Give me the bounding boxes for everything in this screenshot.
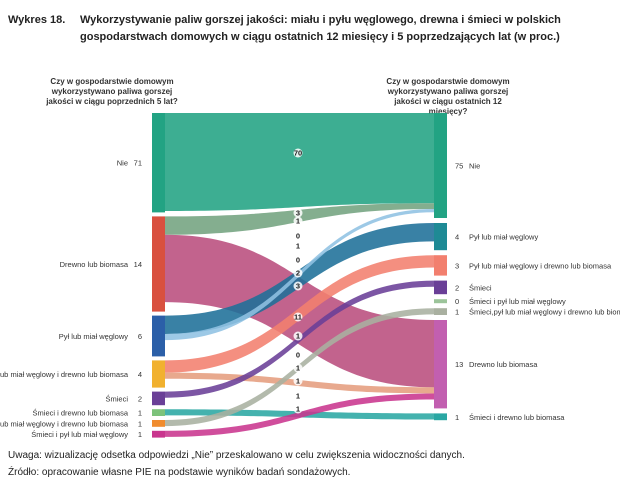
- sankey-chart: Czy w gospodarstwie domowym wykorzystywan…: [0, 77, 620, 439]
- left-value-pyl-lub-mial-weglowy-i-drewno-lub-biomasa: 4: [138, 370, 142, 379]
- left-node-pyl-lub-mial-weglowy-i-drewno-lub-biomasa: [152, 360, 165, 388]
- right-value-smieci-i-pyl-lub-mial-weglowy: 0: [455, 297, 459, 306]
- flow-label-12: 1: [296, 377, 300, 386]
- left-label-nie: Nie: [117, 159, 128, 168]
- flow-label-bg-10: [293, 350, 303, 360]
- right-value-nie: 75: [455, 162, 463, 171]
- flow-label-9: 1: [296, 332, 300, 341]
- flow-label-10: 0: [296, 351, 300, 360]
- left-node-smieci: [152, 391, 165, 406]
- flow-label-bg-2: [293, 216, 303, 226]
- flow-label-bg-8: [293, 312, 303, 322]
- flow-0: [165, 113, 434, 211]
- flow-label-5: 0: [296, 256, 300, 265]
- chart-source: Źródło: opracowanie własne PIE na podsta…: [8, 467, 351, 478]
- flow-label-bg-13: [293, 391, 303, 401]
- flow-label-bg-6: [293, 268, 303, 278]
- right-node-smieci: [434, 280, 447, 295]
- right-node-pyl-lub-mial-weglowy: [434, 223, 447, 251]
- chart-title-block: Wykres 18. Wykorzystywanie paliw gorszej…: [8, 12, 612, 46]
- right-value-pyl-lub-mial-weglowy: 4: [455, 233, 459, 242]
- flow-label-bg-9: [293, 331, 303, 341]
- flow-label-bg-4: [293, 241, 303, 251]
- left-node-smieci-pyl-lub-mial-weglowy-i-drewno-lub-biomasa: [152, 420, 165, 427]
- left-label-smieci-pyl-lub-mial-weglowy-i-drewno-lub-biomasa: Śmieci,pył lub miał węglowy i drewno lub…: [0, 419, 129, 428]
- flow-label-1: 3: [296, 209, 300, 218]
- right-label-pyl-lub-mial-weglowy: Pył lub miał węglowy: [469, 233, 538, 242]
- left-label-smieci-i-drewno-lub-biomasa: Śmieci i drewno lub biomasa: [33, 409, 129, 418]
- right-axis-title: Czy w gospodarstwie domowym wykorzystywan…: [386, 77, 509, 116]
- right-label-drewno-lub-biomasa: Drewno lub biomasa: [469, 360, 538, 369]
- flow-label-bg-1: [293, 208, 303, 218]
- flow-label-bg-14: [293, 404, 303, 414]
- left-value-smieci-pyl-lub-mial-weglowy-i-drewno-lub-biomasa: 1: [138, 419, 142, 428]
- left-label-smieci-i-pyl-lub-mial-weglowy: Śmieci i pył lub miał węglowy: [31, 430, 128, 439]
- right-node-drewno-lub-biomasa: [434, 320, 447, 409]
- left-value-smieci-i-drewno-lub-biomasa: 1: [138, 409, 142, 418]
- flow-label-bg-5: [293, 255, 303, 265]
- flow-label-bg-12: [293, 376, 303, 386]
- right-node-nie: [434, 113, 447, 218]
- right-nodes-group: 75 Nie 4 Pył lub miał węglowy 3 Pył lub miał …: [434, 113, 620, 422]
- right-label-smieci: Śmieci: [469, 283, 492, 292]
- left-value-smieci: 2: [138, 394, 142, 403]
- left-label-pyl-lub-mial-weglowy: Pył lub miał węglowy: [59, 332, 128, 341]
- left-label-pyl-lub-mial-weglowy-i-drewno-lub-biomasa: Pył lub miał węglowy i drewno lub biomas…: [0, 370, 129, 379]
- left-node-smieci-i-drewno-lub-biomasa: [152, 409, 165, 416]
- right-value-drewno-lub-biomasa: 13: [455, 360, 463, 369]
- right-value-pyl-lub-mial-weglowy-i-drewno-lub-biomasa: 3: [455, 261, 459, 270]
- right-label-smieci-i-drewno-lub-biomasa: Śmieci i drewno lub biomasa: [469, 413, 565, 422]
- right-value-smieci-i-drewno-lub-biomasa: 1: [455, 413, 459, 422]
- flow-label-13: 1: [296, 392, 300, 401]
- flow-label-4: 1: [296, 242, 300, 251]
- left-value-drewno-lub-biomasa: 14: [134, 260, 142, 269]
- left-label-smieci: Śmieci: [105, 394, 128, 403]
- flow-label-7: 3: [296, 282, 300, 291]
- chart-note: Uwaga: wizualizację odsetka odpowiedzi „…: [8, 450, 465, 461]
- right-node-smieci-i-pyl-lub-mial-weglowy: [434, 299, 447, 304]
- left-value-smieci-i-pyl-lub-mial-weglowy: 1: [138, 430, 142, 439]
- left-node-pyl-lub-mial-weglowy: [152, 315, 165, 357]
- right-label-smieci-i-pyl-lub-mial-weglowy: Śmieci i pył lub miał węglowy: [469, 297, 566, 306]
- flow-10: [165, 393, 434, 437]
- right-node-smieci-i-drewno-lub-biomasa: [434, 413, 447, 421]
- flow-label-3: 0: [296, 232, 300, 241]
- left-value-nie: 71: [134, 159, 142, 168]
- flow-label-2: 1: [296, 217, 300, 226]
- left-node-drewno-lub-biomasa: [152, 216, 165, 312]
- right-node-smieci-pyl-lub-mial-weglowy-i-drewno-lub-biomasa: [434, 308, 447, 315]
- flow-label-11: 1: [296, 364, 300, 373]
- flow-label-0: 70: [294, 149, 302, 158]
- flow-label-bg-3: [293, 231, 303, 241]
- right-label-nie: Nie: [469, 162, 480, 171]
- flow-label-6: 2: [296, 269, 300, 278]
- chart-title: Wykorzystywanie paliw gorszej jakości: m…: [80, 14, 561, 43]
- figure-number: Wykres 18.: [8, 14, 66, 26]
- right-label-smieci-pyl-lub-mial-weglowy-i-drewno-lub-biomasa: Śmieci,pył lub miał węglowy i drewno lub…: [469, 308, 620, 317]
- flow-label-bg-11: [293, 363, 303, 373]
- flow-3: [165, 223, 434, 334]
- flow-label-bg-0: [293, 148, 303, 158]
- left-label-drewno-lub-biomasa: Drewno lub biomasa: [60, 260, 129, 269]
- left-axis-title: Czy w gospodarstwie domowym wykorzystywan…: [45, 77, 178, 106]
- flow-label-8: 11: [294, 313, 302, 322]
- flow-label-bg-7: [293, 281, 303, 291]
- right-value-smieci-pyl-lub-mial-weglowy-i-drewno-lub-biomasa: 1: [455, 308, 459, 317]
- left-node-nie: [152, 113, 165, 213]
- chart-footer: Uwaga: wizualizację odsetka odpowiedzi „…: [8, 447, 465, 481]
- flow-label-14: 1: [296, 405, 300, 414]
- left-node-smieci-i-pyl-lub-mial-weglowy: [152, 430, 165, 438]
- left-value-pyl-lub-mial-weglowy: 6: [138, 332, 142, 341]
- right-value-smieci: 2: [455, 283, 459, 292]
- right-label-pyl-lub-mial-weglowy-i-drewno-lub-biomasa: Pył lub miał węglowy i drewno lub biomas…: [469, 261, 612, 270]
- right-node-pyl-lub-mial-weglowy-i-drewno-lub-biomasa: [434, 255, 447, 276]
